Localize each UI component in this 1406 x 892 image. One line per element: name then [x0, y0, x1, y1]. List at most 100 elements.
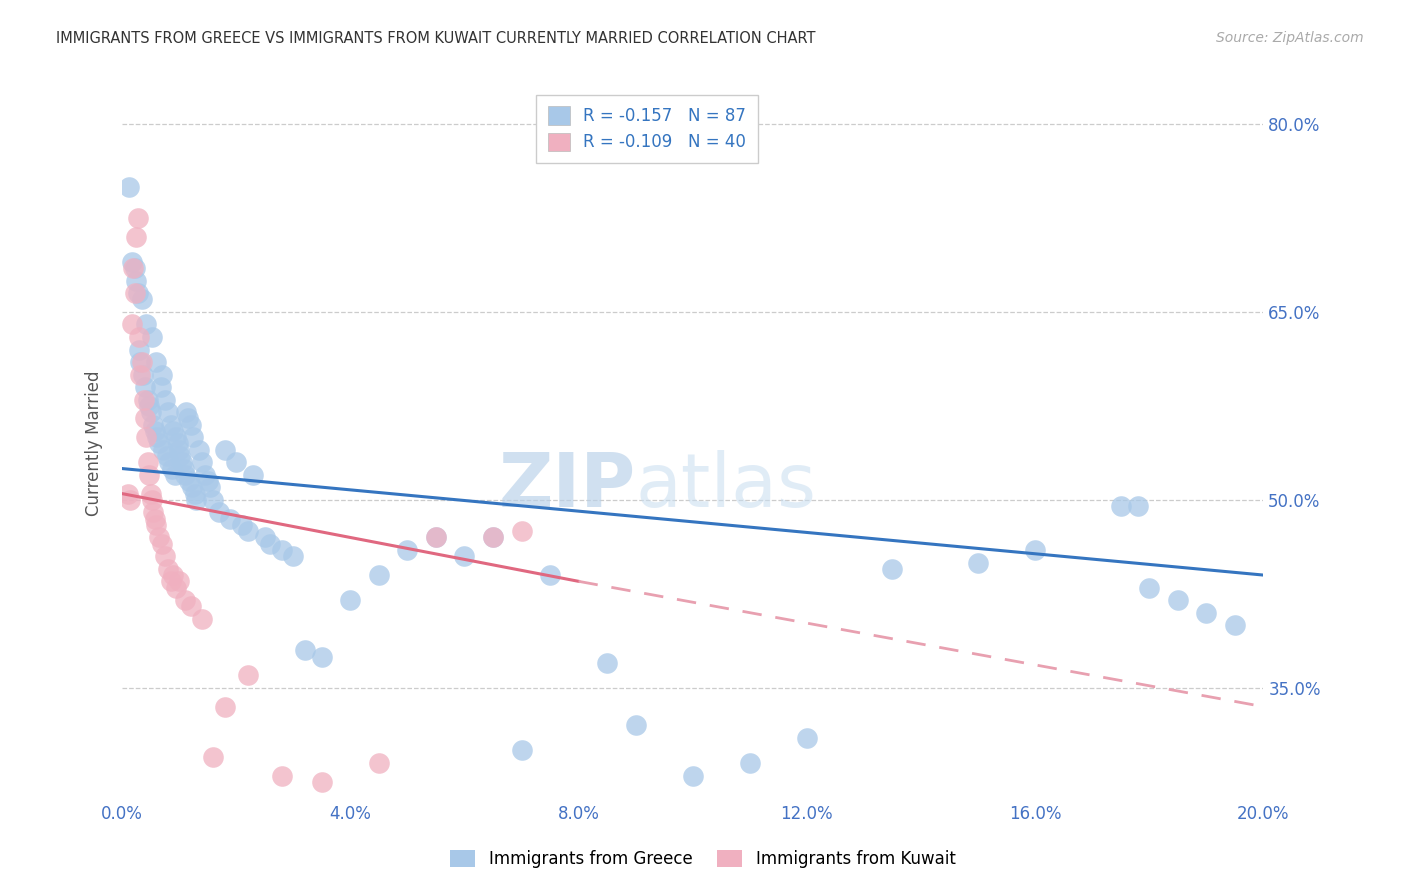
Point [173, 467, 195, 482]
Point [169, 449, 191, 463]
Point [159, 417, 181, 432]
Point [118, 179, 141, 194]
Point [208, 505, 231, 519]
Point [148, 436, 170, 450]
Point [219, 511, 242, 525]
Point [153, 549, 176, 564]
Legend: R = -0.157   N = 87, R = -0.109   N = 40: R = -0.157 N = 87, R = -0.109 N = 40 [537, 95, 758, 163]
Point [157, 455, 180, 469]
Point [179, 474, 201, 488]
Y-axis label: Currently Married: Currently Married [86, 371, 103, 516]
Point [129, 368, 152, 382]
Point [191, 455, 214, 469]
Point [180, 417, 202, 432]
Point [134, 380, 156, 394]
Point [165, 430, 187, 444]
Point [121, 318, 143, 332]
Point [200, 480, 222, 494]
Point [117, 486, 139, 500]
Point [283, 549, 305, 564]
Point [135, 430, 157, 444]
Point [1126, 499, 1149, 513]
Point [176, 411, 198, 425]
Point [124, 261, 146, 276]
Point [453, 549, 475, 564]
Point [183, 430, 205, 444]
Point [482, 531, 505, 545]
Point [214, 442, 236, 457]
Point [142, 417, 165, 432]
Point [148, 531, 170, 545]
Point [132, 368, 155, 382]
Point [1137, 581, 1160, 595]
Point [156, 562, 179, 576]
Point [145, 355, 167, 369]
Point [311, 649, 333, 664]
Point [236, 668, 259, 682]
Point [141, 330, 163, 344]
Point [482, 531, 505, 545]
Point [311, 774, 333, 789]
Point [150, 368, 173, 382]
Point [134, 411, 156, 425]
Point [259, 537, 281, 551]
Point [142, 505, 165, 519]
Point [129, 355, 152, 369]
Point [242, 467, 264, 482]
Point [1195, 606, 1218, 620]
Text: ZIP: ZIP [498, 450, 636, 523]
Legend: Immigrants from Greece, Immigrants from Kuwait: Immigrants from Greece, Immigrants from … [444, 843, 962, 875]
Point [162, 568, 184, 582]
Point [270, 543, 292, 558]
Point [152, 442, 174, 457]
Point [231, 517, 253, 532]
Point [184, 486, 207, 500]
Point [146, 430, 169, 444]
Text: IMMIGRANTS FROM GREECE VS IMMIGRANTS FROM KUWAIT CURRENTLY MARRIED CORRELATION C: IMMIGRANTS FROM GREECE VS IMMIGRANTS FRO… [56, 31, 815, 46]
Point [131, 293, 153, 307]
Point [167, 436, 190, 450]
Point [882, 562, 904, 576]
Text: Source: ZipAtlas.com: Source: ZipAtlas.com [1216, 31, 1364, 45]
Point [682, 768, 704, 782]
Point [188, 442, 211, 457]
Point [173, 461, 195, 475]
Point [127, 286, 149, 301]
Point [174, 405, 197, 419]
Point [624, 718, 647, 732]
Point [170, 455, 193, 469]
Point [202, 492, 225, 507]
Point [294, 643, 316, 657]
Point [197, 474, 219, 488]
Point [738, 756, 761, 770]
Point [167, 442, 190, 457]
Point [127, 211, 149, 225]
Point [163, 467, 186, 482]
Point [138, 467, 160, 482]
Point [510, 743, 533, 757]
Point [136, 455, 159, 469]
Point [425, 531, 447, 545]
Point [167, 574, 190, 589]
Point [967, 556, 990, 570]
Point [145, 517, 167, 532]
Point [138, 399, 160, 413]
Point [1024, 543, 1046, 558]
Point [128, 343, 150, 357]
Point [191, 612, 214, 626]
Point [153, 392, 176, 407]
Point [118, 492, 141, 507]
Point [1167, 593, 1189, 607]
Point [1223, 618, 1246, 632]
Point [796, 731, 818, 745]
Point [214, 699, 236, 714]
Point [173, 593, 195, 607]
Point [155, 449, 177, 463]
Point [165, 581, 187, 595]
Point [510, 524, 533, 539]
Point [538, 568, 561, 582]
Point [225, 455, 247, 469]
Point [131, 355, 153, 369]
Point [135, 318, 157, 332]
Point [122, 261, 145, 276]
